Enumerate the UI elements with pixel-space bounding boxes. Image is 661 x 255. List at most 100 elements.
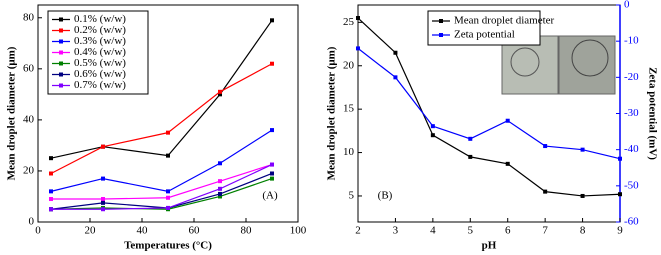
legend-marker <box>59 83 63 88</box>
data-point <box>218 179 222 184</box>
legend-marker <box>59 61 63 66</box>
x-axis-label: Temperatures (°C) <box>124 240 212 252</box>
data-point <box>543 189 548 194</box>
data-point <box>101 207 105 212</box>
x-axis-label: pH <box>482 240 497 252</box>
data-point <box>49 207 53 212</box>
data-point <box>166 153 170 158</box>
data-point <box>270 61 274 66</box>
x-tick-label: 80 <box>241 225 253 237</box>
data-point <box>270 176 274 181</box>
data-point <box>49 171 53 176</box>
x-tick-label: 3 <box>393 225 399 237</box>
data-point <box>166 130 170 135</box>
x-tick-label: 5 <box>468 225 474 237</box>
legend-marker <box>59 72 63 77</box>
y2-tick-label: -30 <box>624 107 639 119</box>
y2-tick-label: -40 <box>624 143 639 155</box>
legend-marker <box>439 19 443 23</box>
legend-label: 0.3% (w/w) <box>74 35 126 47</box>
y2-tick-label: -50 <box>624 179 639 191</box>
legend-marker <box>59 17 63 22</box>
x-tick-label: 4 <box>430 225 436 237</box>
data-point <box>49 189 53 194</box>
series-line <box>50 172 273 210</box>
y2-tick-label: -20 <box>624 71 639 83</box>
data-point <box>468 154 473 159</box>
data-point <box>218 191 222 196</box>
data-point <box>430 133 435 138</box>
y-tick-label: 25 <box>343 16 355 28</box>
data-point <box>618 192 622 197</box>
y2-axis-label: Zeta potential (mV) <box>646 67 658 160</box>
x-tick-label: 6 <box>505 225 511 237</box>
y-tick-label: 20 <box>23 164 35 176</box>
legend-marker <box>59 50 63 55</box>
series-line <box>357 47 621 160</box>
panel-annotation: (A) <box>262 190 278 202</box>
y2-tick-label: -10 <box>624 35 639 47</box>
legend-marker <box>439 33 443 37</box>
y2-tick-label: 0 <box>624 0 630 11</box>
data-point <box>393 50 398 55</box>
data-point <box>218 89 222 94</box>
series-line <box>51 163 273 200</box>
inset-photo <box>501 35 616 95</box>
data-point <box>270 18 274 23</box>
data-point <box>580 193 585 198</box>
legend-box <box>427 10 541 46</box>
data-point <box>356 46 360 51</box>
data-point <box>101 176 105 181</box>
panel-annotation: (B) <box>378 190 393 202</box>
y-axis-label: Mean droplet diameter (μm) <box>6 46 18 180</box>
y-tick-label: 10 <box>343 146 355 158</box>
data-point <box>218 92 222 97</box>
y-tick-label: 0 <box>29 216 35 228</box>
data-point <box>505 161 510 166</box>
data-point <box>270 162 274 167</box>
y2-tick-label: -60 <box>624 216 639 228</box>
data-point <box>218 186 222 191</box>
data-point <box>543 144 548 149</box>
y-tick-label: 20 <box>343 59 355 71</box>
data-point <box>356 16 360 21</box>
x-tick-label: 20 <box>85 225 97 237</box>
x-tick-label: 8 <box>580 225 586 237</box>
series-line <box>50 129 273 192</box>
data-point <box>393 75 398 80</box>
legend-label: 0.6% (w/w) <box>74 68 126 80</box>
data-point <box>218 161 222 166</box>
x-tick-label: 40 <box>137 225 149 237</box>
inset-droplet <box>571 39 609 77</box>
legend-label: 0.5% (w/w) <box>74 57 126 69</box>
data-point <box>49 156 53 161</box>
x-tick-label: 2 <box>355 225 361 237</box>
y-tick-label: 5 <box>349 189 355 201</box>
inset-photo-right <box>558 35 616 95</box>
legend-label: Mean droplet diameter <box>454 15 555 27</box>
legend-marker <box>59 39 63 44</box>
y-tick-label: 60 <box>23 62 35 74</box>
data-point <box>166 195 170 200</box>
inset-droplet <box>510 47 540 77</box>
data-point <box>270 128 274 133</box>
x-tick-label: 0 <box>35 225 41 237</box>
data-point <box>270 171 274 176</box>
y-axis-label: Mean droplet diameter (μm) <box>326 46 338 180</box>
data-point <box>101 197 105 202</box>
legend-label: Zeta potential <box>454 29 515 41</box>
series-line <box>357 17 621 197</box>
legend-marker <box>59 28 63 33</box>
legend-label: 0.2% (w/w) <box>74 24 126 36</box>
data-point <box>505 118 510 123</box>
y-tick-label: 80 <box>23 11 35 23</box>
data-point <box>218 194 222 199</box>
data-point <box>618 156 622 161</box>
data-point <box>580 147 585 152</box>
x-tick-label: 9 <box>617 225 623 237</box>
x-tick-label: 100 <box>290 225 307 237</box>
data-point <box>49 197 53 202</box>
data-point <box>101 200 105 205</box>
legend-label: 0.4% (w/w) <box>74 46 126 58</box>
